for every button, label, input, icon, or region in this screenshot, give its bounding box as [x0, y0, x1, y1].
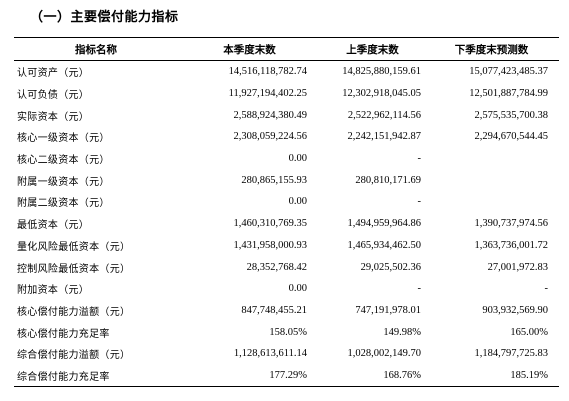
row-label: 最低资本（元）: [17, 220, 90, 232]
current-quarter-value: 1,431,958,000.93: [233, 239, 308, 251]
next-quarter-forecast-value: 2,575,535,700.38: [474, 109, 549, 121]
previous-quarter-value: 747,191,978.01: [355, 304, 421, 316]
next-quarter-forecast-value: 165.00%: [510, 326, 548, 338]
previous-quarter-value: 168.76%: [383, 369, 421, 381]
table-row: 认可资产（元） 14,516,118,782.74 14,825,880,159.6…: [14, 61, 559, 83]
row-label: 控制风险最低资本（元）: [17, 263, 131, 275]
row-label: 综合偿付能力溢额（元）: [17, 350, 131, 362]
table-row: 综合偿付能力溢额（元） 1,128,613,611.14 1,028,002,149…: [14, 343, 559, 365]
next-quarter-forecast-value: 185.19%: [510, 369, 548, 381]
row-label: 附加资本（元）: [17, 285, 90, 297]
previous-quarter-value: 1,494,959,964.86: [347, 218, 422, 230]
table-row: 综合偿付能力充足率 177.29% 168.76% 185.19%: [14, 365, 559, 387]
current-quarter-value: 847,748,455.21: [241, 304, 307, 316]
row-label: 量化风险最低资本（元）: [17, 241, 131, 253]
previous-quarter-value: 14,825,880,159.61: [342, 66, 421, 78]
row-label: 附属一级资本（元）: [17, 176, 110, 188]
next-quarter-forecast-value: 1,390,737,974.56: [474, 218, 549, 230]
previous-quarter-value: 1,028,002,149.70: [347, 348, 422, 360]
row-label: 核心一级资本（元）: [17, 133, 110, 145]
previous-quarter-value: 280,810,171.69: [355, 174, 421, 186]
previous-quarter-value: -: [417, 283, 422, 295]
previous-quarter-value: 2,242,151,942.87: [347, 131, 422, 143]
table-row: 实际资本（元） 2,588,924,380.49 2,522,962,114.56 2…: [14, 104, 559, 126]
current-quarter-value: 1,128,613,611.14: [233, 348, 307, 360]
current-quarter-value: 177.29%: [269, 369, 307, 381]
table-row: 附加资本（元） 0.00 - -: [14, 278, 559, 300]
table-row: 附属一级资本（元） 280,865,155.93 280,810,171.69: [14, 169, 559, 191]
row-label: 综合偿付能力充足率: [17, 371, 110, 383]
next-quarter-forecast-value: -: [544, 283, 549, 295]
table-row: 附属二级资本（元） 0.00 -: [14, 191, 559, 213]
previous-quarter-value: 1,465,934,462.50: [347, 239, 422, 251]
next-quarter-forecast-value: 2,294,670,544.45: [474, 131, 549, 143]
row-label: 核心二级资本（元）: [17, 155, 110, 167]
current-quarter-value: 0.00: [288, 196, 307, 208]
current-quarter-value: 2,308,059,224.56: [233, 131, 308, 143]
row-label: 认可资产（元）: [17, 68, 90, 80]
table-row: 认可负债（元） 11,927,194,402.25 12,302,918,045.0…: [14, 83, 559, 105]
current-quarter-value: 1,460,310,769.35: [233, 218, 308, 230]
previous-quarter-value: 12,302,918,045.05: [342, 88, 421, 100]
header-indicator-name: 指标名称: [75, 43, 117, 56]
solvency-indicators-table: 指标名称 本季度末数 上季度末数 下季度末预测数 认可资产（元） 14,516,1…: [14, 37, 559, 387]
current-quarter-value: 28,352,768.42: [246, 261, 307, 273]
table-row: 核心偿付能力充足率 158.05% 149.98% 165.00%: [14, 321, 559, 343]
row-label: 认可负债（元）: [17, 90, 90, 102]
row-label: 实际资本（元）: [17, 111, 90, 123]
section-title: （一）主要偿付能力指标: [30, 10, 179, 25]
previous-quarter-value: -: [417, 196, 422, 208]
previous-quarter-value: 29,025,502.36: [360, 261, 421, 273]
current-quarter-value: 280,865,155.93: [241, 174, 307, 186]
next-quarter-forecast-value: [424, 169, 559, 191]
header-current-quarter: 本季度末数: [223, 43, 276, 56]
previous-quarter-value: 2,522,962,114.56: [347, 109, 421, 121]
table-header-row: 指标名称 本季度末数 上季度末数 下季度末预测数: [14, 37, 559, 61]
next-quarter-forecast-value: [424, 148, 559, 170]
next-quarter-forecast-value: 1,184,797,725.83: [474, 348, 549, 360]
current-quarter-value: 0.00: [288, 153, 307, 165]
previous-quarter-value: 149.98%: [383, 326, 421, 338]
table-row: 控制风险最低资本（元） 28,352,768.42 29,025,502.36 27,…: [14, 256, 559, 278]
next-quarter-forecast-value: 27,001,972.83: [487, 261, 548, 273]
current-quarter-value: 14,516,118,782.74: [228, 66, 307, 78]
next-quarter-forecast-value: [424, 191, 559, 213]
next-quarter-forecast-value: 12,501,887,784.99: [469, 88, 548, 100]
table-row: 核心二级资本（元） 0.00 -: [14, 148, 559, 170]
row-label: 附属二级资本（元）: [17, 198, 110, 210]
table-row: 核心偿付能力溢额（元） 847,748,455.21 747,191,978.01 9…: [14, 300, 559, 322]
next-quarter-forecast-value: 15,077,423,485.37: [469, 66, 548, 78]
current-quarter-value: 0.00: [288, 283, 307, 295]
row-label: 核心偿付能力充足率: [17, 328, 110, 340]
table-row: 最低资本（元） 1,460,310,769.35 1,494,959,964.86 1…: [14, 213, 559, 235]
current-quarter-value: 11,927,194,402.25: [228, 88, 307, 100]
header-next-quarter-forecast: 下季度末预测数: [454, 43, 529, 56]
header-previous-quarter: 上季度末数: [346, 43, 399, 56]
table-row: 核心一级资本（元） 2,308,059,224.56 2,242,151,942.8…: [14, 126, 559, 148]
next-quarter-forecast-value: 1,363,736,001.72: [474, 239, 549, 251]
previous-quarter-value: -: [417, 153, 422, 165]
row-label: 核心偿付能力溢额（元）: [17, 306, 131, 318]
table-row: 量化风险最低资本（元） 1,431,958,000.93 1,465,934,462…: [14, 235, 559, 257]
next-quarter-forecast-value: 903,932,569.90: [482, 304, 548, 316]
current-quarter-value: 2,588,924,380.49: [233, 109, 308, 121]
current-quarter-value: 158.05%: [269, 326, 307, 338]
